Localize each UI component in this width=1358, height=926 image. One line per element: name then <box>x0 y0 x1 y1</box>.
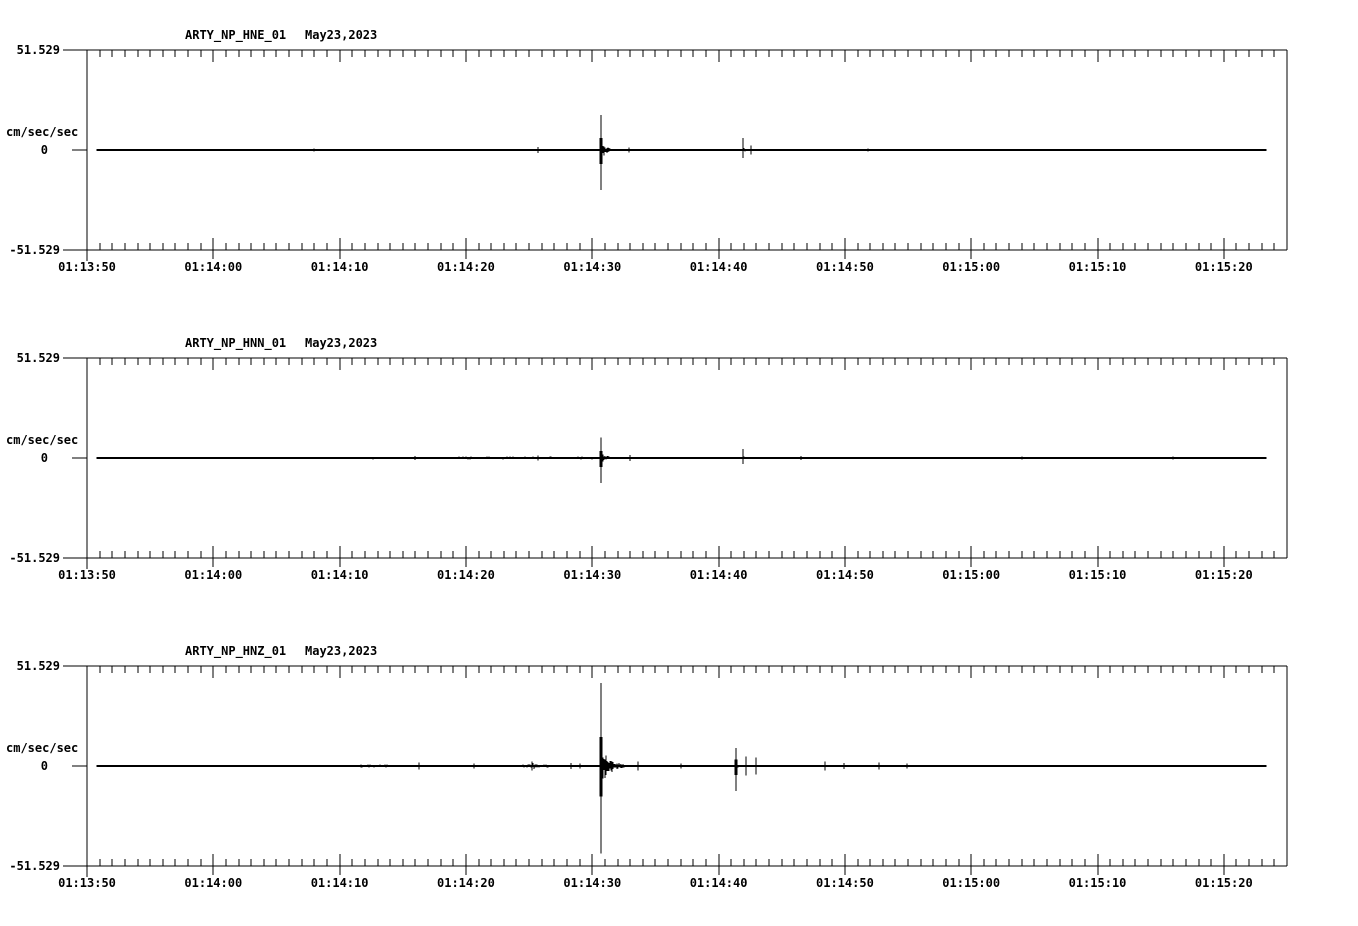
x-tick-label: 01:14:00 <box>184 260 242 274</box>
x-tick-label: 01:14:20 <box>437 876 495 890</box>
panel-title-date: May23,2023 <box>305 336 378 350</box>
x-tick-label: 01:15:00 <box>942 568 1000 582</box>
panel-title-station: ARTY_NP_HNN_01 <box>185 336 287 350</box>
x-tick-label: 01:15:20 <box>1195 260 1253 274</box>
y-axis-zero-label: 0 <box>40 451 48 465</box>
x-tick-label: 01:15:00 <box>942 260 1000 274</box>
panel-title-date: May23,2023 <box>305 28 378 42</box>
x-tick-label: 01:15:00 <box>942 876 1000 890</box>
y-axis-min-label: -51.529 <box>9 243 60 257</box>
x-tick-label: 01:14:30 <box>563 260 621 274</box>
y-axis-min-label: -51.529 <box>9 551 60 565</box>
x-tick-label: 01:13:50 <box>58 568 116 582</box>
x-tick-label: 01:14:10 <box>311 568 369 582</box>
x-tick-label: 01:14:40 <box>690 876 748 890</box>
x-tick-label: 01:13:50 <box>58 260 116 274</box>
seismogram-plot: 01:13:50 01:14:00 01:14:10 01:14:20 01:14:30… <box>58 357 1288 582</box>
x-tick-label: 01:15:10 <box>1069 568 1127 582</box>
axis-box-and-ticks <box>63 49 1288 261</box>
waveform-trace <box>96 115 1267 190</box>
y-axis-min-label: -51.529 <box>9 859 60 873</box>
x-tick-label: 01:15:10 <box>1069 876 1127 890</box>
seismogram-plot: 01:13:50 01:14:00 01:14:10 01:14:20 01:14:30… <box>58 665 1288 890</box>
x-tick-label: 01:14:40 <box>690 260 748 274</box>
axis-box-and-ticks <box>63 357 1288 569</box>
y-axis-max-label: 51.529 <box>16 43 60 57</box>
x-tick-label: 01:15:10 <box>1069 260 1127 274</box>
seismogram-plot: 01:13:50 01:14:00 01:14:10 01:14:20 01:14:30… <box>58 49 1288 274</box>
x-tick-label: 01:14:00 <box>184 876 242 890</box>
y-axis-unit-label: cm/sec/sec <box>6 741 79 755</box>
panel-title-date: May23,2023 <box>305 644 378 658</box>
y-axis-max-label: 51.529 <box>16 351 60 365</box>
y-axis-zero-label: 0 <box>40 143 48 157</box>
y-axis-unit-label: cm/sec/sec <box>6 125 79 139</box>
x-tick-label: 01:14:50 <box>816 260 874 274</box>
x-tick-label: 01:14:20 <box>437 568 495 582</box>
x-tick-label: 01:14:20 <box>437 260 495 274</box>
seismogram-panel-hnn: 01:13:50 01:14:00 01:14:10 01:14:20 01:14:30… <box>0 328 1358 618</box>
x-tick-label: 01:14:40 <box>690 568 748 582</box>
waveform-trace <box>96 682 1267 854</box>
x-tick-label: 01:13:50 <box>58 876 116 890</box>
x-tick-label: 01:14:10 <box>311 260 369 274</box>
panel-title-station: ARTY_NP_HNE_01 <box>185 28 287 42</box>
x-tick-label: 01:15:20 <box>1195 876 1253 890</box>
panel-title-station: ARTY_NP_HNZ_01 <box>185 644 287 658</box>
y-axis-max-label: 51.529 <box>16 659 60 673</box>
seismogram-panel-hnz: 01:13:50 01:14:00 01:14:10 01:14:20 01:14:30… <box>0 636 1358 926</box>
x-tick-label: 01:14:50 <box>816 568 874 582</box>
x-tick-label: 01:14:30 <box>563 876 621 890</box>
x-tick-label: 01:14:00 <box>184 568 242 582</box>
x-tick-label: 01:15:20 <box>1195 568 1253 582</box>
x-tick-label: 01:14:10 <box>311 876 369 890</box>
seismogram-panel-hne: 01:13:50 01:14:00 01:14:10 01:14:20 01:14:30… <box>0 20 1358 310</box>
y-axis-zero-label: 0 <box>40 759 48 773</box>
x-tick-label: 01:14:50 <box>816 876 874 890</box>
waveform-trace <box>96 437 1267 484</box>
x-tick-label: 01:14:30 <box>563 568 621 582</box>
y-axis-unit-label: cm/sec/sec <box>6 433 79 447</box>
axis-box-and-ticks <box>63 665 1288 877</box>
